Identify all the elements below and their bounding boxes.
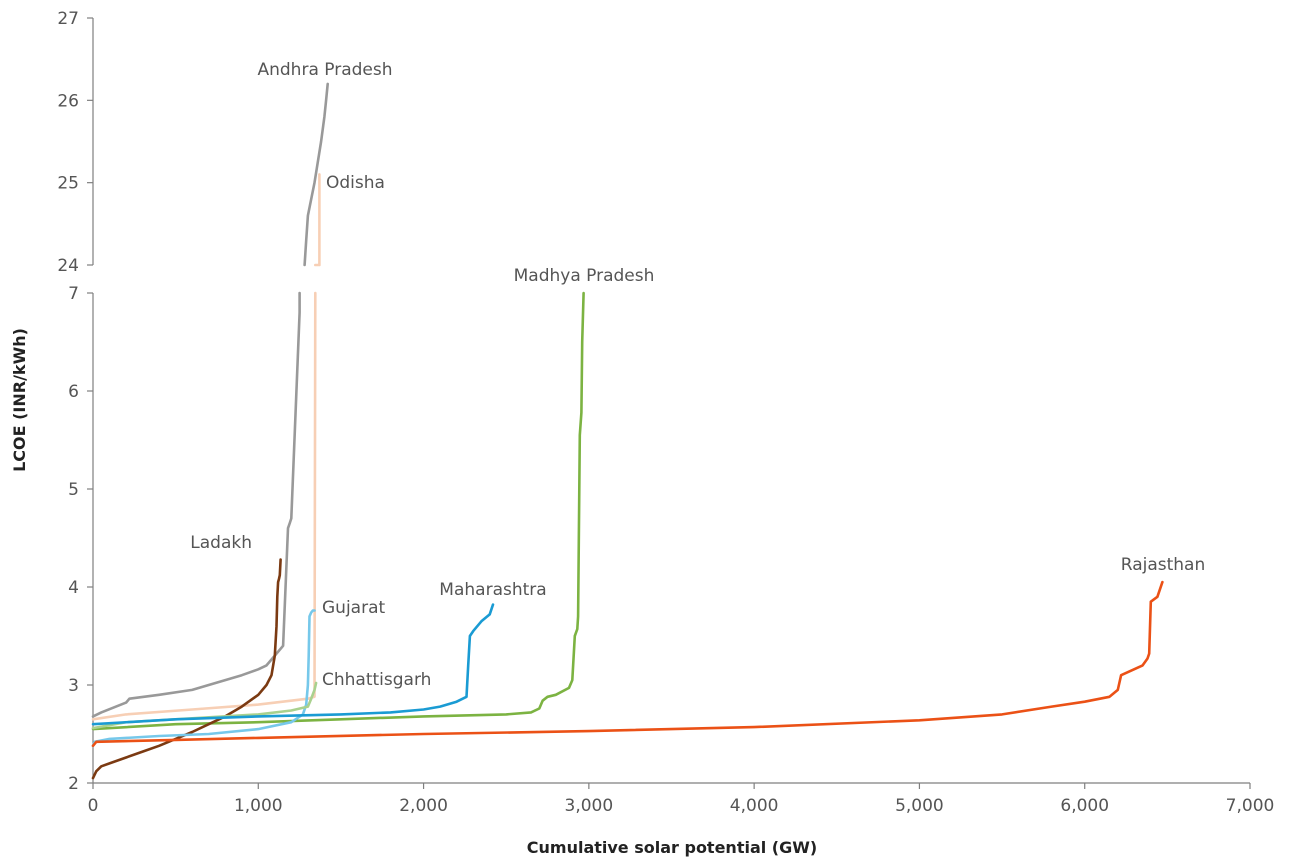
x-tick-label: 0 [88,796,99,816]
x-tick-label: 7,000 [1226,796,1275,816]
y-tick-label: 3 [68,676,79,696]
x-tick-label: 6,000 [1060,796,1109,816]
plot-area [91,82,1164,780]
series-label-andhra-pradesh: Andhra Pradesh [257,60,392,80]
series-label-madhya-pradesh: Madhya Pradesh [514,266,655,286]
series-labels: Andhra Pradesh Odisha Madhya Pradesh Ladakh… [190,60,1205,690]
x-tick-label: 5,000 [895,796,944,816]
series-line-ladakh [91,558,282,780]
series-line-rajasthan [91,580,1164,748]
series-label-rajasthan: Rajasthan [1121,555,1206,575]
series-label-chhattisgarh: Chhattisgarh [322,670,431,690]
series-line-odisha [91,173,321,721]
x-tick-label: 1,000 [234,796,283,816]
y-tick-label: 27 [57,9,79,29]
series-label-gujarat: Gujarat [322,598,385,618]
series-label-odisha: Odisha [326,173,385,193]
y-axis-title: LCOE (INR/kWh) [10,328,29,472]
series-label-maharashtra: Maharashtra [439,580,546,600]
y-tick-label: 26 [57,91,79,111]
x-tick-label: 4,000 [730,796,779,816]
x-tick-label: 2,000 [399,796,448,816]
y-tick-label: 5 [68,480,79,500]
series-line-maharashtra [91,603,495,726]
series-label-ladakh: Ladakh [190,533,252,553]
x-axis-title: Cumulative solar potential (GW) [527,838,817,857]
y-tick-label: 24 [57,256,79,276]
y-tick-label: 25 [57,174,79,194]
x-tick-label: 3,000 [565,796,614,816]
y-tick-label: 2 [68,774,79,794]
y-tick-label: 6 [68,382,79,402]
y-tick-label: 4 [68,578,79,598]
y-tick-label: 7 [68,284,79,304]
series-line-madhya-pradesh [91,291,585,731]
axes: 0 1,000 2,000 3,000 4,000 5,000 6,000 7,000 2 3 4 5… [57,9,1274,816]
series-line-andhra-pradesh [91,82,329,718]
